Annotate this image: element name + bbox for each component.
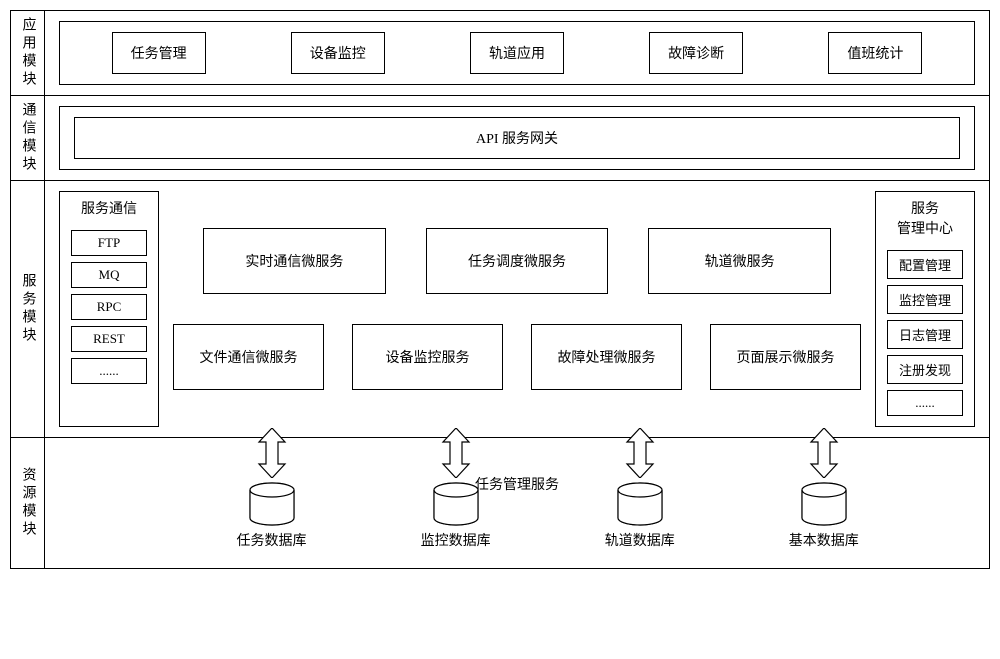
app-item: 轨道应用 [470,32,564,74]
svc-mgmt-box: 服务 管理中心 配置管理 监控管理 日志管理 注册发现 ...... [875,191,975,427]
layer-svc: 服务模块 服务通信 FTP MQ RPC REST ...... 实时通信微服务… [11,180,989,437]
app-item: 设备监控 [291,32,385,74]
arrow-connector [441,428,471,478]
svc-bottom-row: 文件通信微服务 设备监控服务 故障处理微服务 页面展示微服务 [173,324,861,390]
svc-comm-item: RPC [71,294,147,320]
comm-container: API 服务网关 [59,106,975,170]
database-label: 任务数据库 [212,530,332,550]
svc-mgmt-item: ...... [887,390,963,416]
svc-mgmt-title: 服务 管理中心 [897,198,953,238]
svc-mgmt-item: 日志管理 [887,320,963,349]
svc-comm-box: 服务通信 FTP MQ RPC REST ...... [59,191,159,427]
arrow-connector [809,428,839,478]
layer-res-label: 资源模块 [11,438,45,568]
database-icon [615,482,665,526]
database-icon [431,482,481,526]
svc-microservice: 文件通信微服务 [173,324,324,390]
svc-microservice: 设备监控服务 [352,324,503,390]
layer-app-label: 应用模块 [11,11,45,95]
double-arrow-icon [809,428,839,478]
svc-microservice: 故障处理微服务 [531,324,682,390]
architecture-diagram: 应用模块 任务管理 设备监控 轨道应用 故障诊断 值班统计 通信模块 API 服… [10,10,990,569]
svc-mgmt-item: 注册发现 [887,355,963,384]
database: 任务数据库 [212,482,332,550]
app-item: 故障诊断 [649,32,743,74]
svc-comm-title: 服务通信 [81,198,137,218]
layer-app: 应用模块 任务管理 设备监控 轨道应用 故障诊断 值班统计 [11,11,989,95]
database-label: 监控数据库 [396,530,516,550]
arrow-connector [257,428,287,478]
database: 轨道数据库 [580,482,700,550]
layer-comm-label: 通信模块 [11,96,45,180]
api-gateway: API 服务网关 [74,117,960,159]
database-label: 轨道数据库 [580,530,700,550]
svc-microservice: 页面展示微服务 [710,324,861,390]
database: 监控数据库 [396,482,516,550]
svc-top-row: 实时通信微服务 任务调度微服务 轨道微服务 [173,228,861,294]
svc-center: 实时通信微服务 任务调度微服务 轨道微服务 文件通信微服务 设备监控服务 故障处… [173,191,861,427]
database-label: 基本数据库 [764,530,884,550]
database-icon [799,482,849,526]
double-arrow-icon [257,428,287,478]
app-items-container: 任务管理 设备监控 轨道应用 故障诊断 值班统计 [59,21,975,85]
svc-microservice: 轨道微服务 [648,228,831,294]
svc-microservice: 实时通信微服务 [203,228,386,294]
svc-comm-item: MQ [71,262,147,288]
double-arrow-icon [441,428,471,478]
app-item: 任务管理 [112,32,206,74]
svc-mgmt-item: 配置管理 [887,250,963,279]
database: 基本数据库 [764,482,884,550]
svc-comm-item: REST [71,326,147,352]
layer-res: 资源模块 任务管理服务 任务数据库 监控数据库 [11,437,989,568]
svc-mgmt-item: 监控管理 [887,285,963,314]
arrow-connector [625,428,655,478]
double-arrow-icon [625,428,655,478]
database-icon [247,482,297,526]
app-item: 值班统计 [828,32,922,74]
layer-comm: 通信模块 API 服务网关 [11,95,989,180]
svc-comm-item: ...... [71,358,147,384]
layer-svc-label: 服务模块 [11,181,45,437]
svc-comm-item: FTP [71,230,147,256]
svc-microservice: 任务调度微服务 [426,228,609,294]
